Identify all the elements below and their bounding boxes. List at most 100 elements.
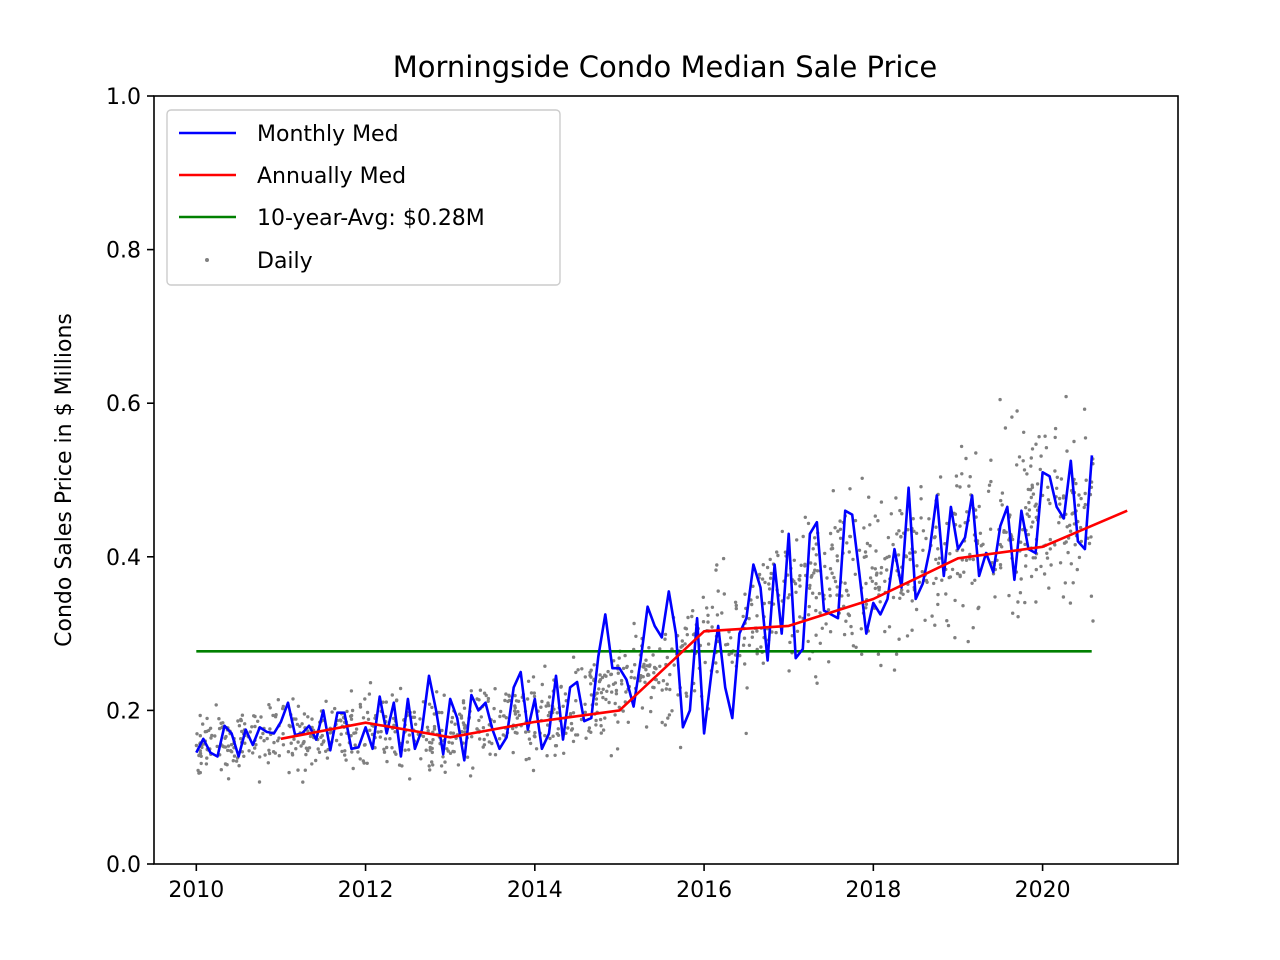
- daily-point: [240, 750, 244, 754]
- daily-point: [511, 726, 515, 731]
- daily-point: [944, 592, 948, 596]
- daily-point: [891, 595, 896, 600]
- daily-point: [810, 573, 814, 578]
- daily-point: [680, 639, 684, 643]
- daily-point: [339, 732, 343, 736]
- daily-point: [853, 572, 857, 576]
- daily-point: [1029, 464, 1033, 468]
- daily-point: [345, 709, 349, 714]
- daily-point: [198, 734, 202, 738]
- daily-point: [488, 752, 492, 756]
- daily-point: [768, 557, 772, 562]
- daily-point: [813, 568, 817, 572]
- daily-point: [1025, 512, 1029, 516]
- legend-label: 10-year-Avg: $0.28M: [257, 206, 485, 231]
- daily-point: [556, 733, 561, 737]
- daily-point: [676, 693, 680, 697]
- daily-point: [609, 672, 613, 677]
- daily-point: [684, 627, 689, 631]
- daily-point: [715, 670, 719, 674]
- daily-point: [240, 713, 245, 717]
- daily-point: [898, 508, 902, 513]
- daily-point: [1025, 472, 1029, 476]
- daily-point: [490, 741, 494, 746]
- daily-point: [296, 740, 300, 744]
- daily-point: [209, 736, 213, 740]
- daily-point: [830, 571, 834, 575]
- daily-point: [1022, 468, 1027, 472]
- daily-point: [268, 727, 272, 731]
- daily-point: [566, 726, 570, 730]
- daily-point: [208, 726, 213, 730]
- daily-point: [917, 580, 922, 584]
- daily-point: [365, 710, 370, 715]
- daily-point: [276, 739, 280, 743]
- daily-point: [865, 541, 870, 546]
- daily-point: [745, 686, 749, 690]
- daily-point: [1031, 520, 1035, 524]
- daily-point: [968, 475, 972, 479]
- daily-point: [571, 655, 576, 659]
- daily-point: [196, 768, 200, 773]
- daily-point: [478, 737, 482, 741]
- daily-point: [1033, 504, 1037, 508]
- daily-point: [397, 763, 402, 767]
- daily-point: [571, 739, 576, 744]
- daily-point: [1068, 523, 1072, 527]
- daily-point: [971, 626, 975, 630]
- daily-point: [968, 552, 972, 557]
- daily-point: [937, 556, 942, 560]
- daily-point: [563, 692, 568, 696]
- daily-point: [934, 576, 938, 581]
- daily-point: [232, 754, 237, 758]
- daily-point: [958, 524, 962, 528]
- daily-point: [1061, 595, 1066, 599]
- daily-point: [958, 485, 962, 489]
- daily-point: [574, 699, 578, 703]
- daily-point: [492, 706, 496, 711]
- daily-point: [1034, 442, 1038, 446]
- daily-point: [664, 687, 668, 691]
- daily-point: [544, 704, 548, 708]
- daily-point: [894, 652, 899, 656]
- daily-point: [846, 593, 850, 597]
- daily-point: [885, 555, 889, 560]
- daily-point: [513, 712, 518, 716]
- daily-point: [891, 542, 895, 547]
- daily-point: [827, 660, 831, 664]
- daily-point: [955, 484, 959, 488]
- daily-point: [223, 762, 228, 766]
- daily-point: [828, 594, 832, 598]
- daily-point: [248, 730, 252, 734]
- daily-point: [759, 645, 763, 649]
- daily-point: [815, 681, 819, 685]
- daily-point: [432, 727, 437, 731]
- daily-point: [1077, 493, 1081, 497]
- series-lines: [195, 455, 1128, 762]
- daily-point: [906, 589, 910, 593]
- daily-point: [531, 768, 536, 773]
- daily-point: [1083, 502, 1088, 507]
- daily-point: [691, 609, 695, 613]
- daily-point: [459, 716, 464, 720]
- x-tick-label: 2012: [338, 878, 394, 903]
- daily-point: [727, 652, 731, 657]
- daily-point: [358, 757, 362, 761]
- daily-point: [914, 607, 919, 612]
- daily-point: [287, 723, 291, 728]
- daily-point: [1045, 556, 1050, 560]
- daily-point: [594, 718, 598, 723]
- daily-point: [295, 722, 300, 727]
- daily-point: [977, 504, 981, 509]
- daily-point: [851, 557, 855, 562]
- daily-point: [306, 729, 310, 733]
- daily-point: [199, 761, 203, 766]
- daily-point: [964, 558, 969, 562]
- daily-point: [236, 719, 240, 723]
- daily-point: [1064, 394, 1068, 399]
- daily-point: [219, 721, 223, 725]
- daily-point: [589, 693, 594, 697]
- daily-point: [864, 581, 868, 586]
- daily-point: [867, 495, 871, 499]
- daily-point: [1043, 434, 1047, 438]
